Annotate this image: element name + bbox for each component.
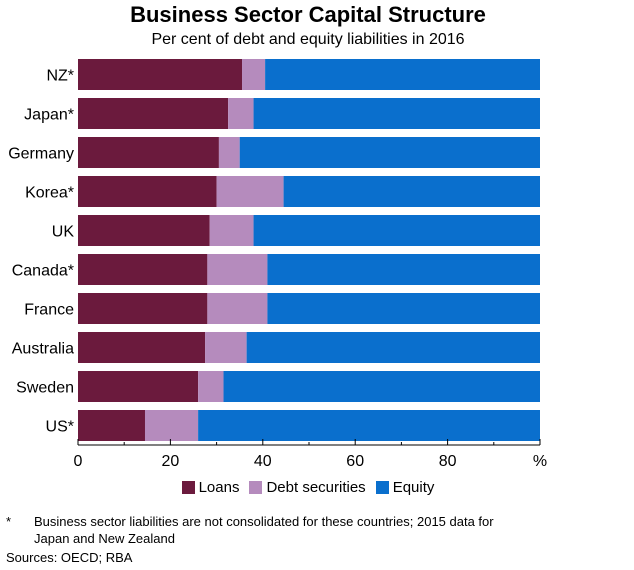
footnote-text: Business sector liabilities are not cons… bbox=[34, 514, 494, 546]
bar-australia-equity bbox=[246, 332, 540, 363]
bar-canada-equity bbox=[267, 254, 540, 285]
x-tick-label-20: 20 bbox=[162, 453, 180, 470]
y-tick-label-sweden: Sweden bbox=[16, 380, 74, 397]
legend-swatch-equity bbox=[375, 481, 389, 494]
y-tick-label-australia: Australia bbox=[12, 341, 74, 358]
bar-australia-loans bbox=[78, 332, 206, 363]
bar-nz-equity bbox=[265, 59, 540, 90]
chart-title: Business Sector Capital Structure bbox=[130, 2, 486, 27]
stacked-bar-chart: NZ* Japan* Germany Korea* UK Canada* France Aus… bbox=[8, 59, 547, 470]
bar-germany-equity bbox=[239, 137, 540, 168]
bar-uk-debt-securities bbox=[209, 215, 254, 246]
bar-korea-loans bbox=[78, 176, 217, 207]
bar-uk-equity bbox=[253, 215, 540, 246]
x-tick-label-80: 80 bbox=[439, 453, 457, 470]
legend-swatch-loans bbox=[181, 481, 195, 494]
y-tick-label-germany: Germany bbox=[8, 146, 74, 163]
bar-nz-debt-securities bbox=[242, 59, 266, 90]
sources: Sources: OECD; RBA bbox=[6, 550, 133, 565]
y-tick-label-us: US* bbox=[46, 419, 74, 436]
chart-subtitle: Per cent of debt and equity liabilities … bbox=[151, 31, 465, 48]
bar-australia-debt-securities bbox=[205, 332, 247, 363]
bar-germany-loans bbox=[78, 137, 219, 168]
y-tick-label-uk: UK bbox=[52, 224, 75, 241]
bar-japan-equity bbox=[253, 98, 540, 129]
legend-label-debt-securities: Debt securities bbox=[266, 479, 366, 496]
y-tick-label-japan: Japan* bbox=[24, 107, 74, 124]
bar-france-loans bbox=[78, 293, 208, 324]
bar-us-loans bbox=[78, 410, 145, 441]
legend-label-equity: Equity bbox=[392, 479, 435, 496]
bar-sweden-loans bbox=[78, 371, 199, 402]
legend-item-loans: Loans bbox=[181, 479, 240, 496]
bar-canada-debt-securities bbox=[207, 254, 268, 285]
legend-item-debt-securities: Debt securities bbox=[249, 479, 366, 496]
bar-france-debt-securities bbox=[207, 293, 268, 324]
bar-japan-debt-securities bbox=[228, 98, 254, 129]
bar-canada-loans bbox=[78, 254, 208, 285]
bar-japan-loans bbox=[78, 98, 229, 129]
x-tick-label-60: 60 bbox=[346, 453, 364, 470]
footnote-mark: * bbox=[6, 514, 12, 529]
bar-nz-loans bbox=[78, 59, 243, 90]
y-axis-labels: NZ* Japan* Germany Korea* UK Canada* France Aus… bbox=[8, 68, 74, 436]
legend: Loans Debt securities Equity bbox=[0, 479, 616, 496]
x-tick-label-percent: % bbox=[533, 453, 547, 470]
bar-korea-equity bbox=[283, 176, 540, 207]
legend-item-equity: Equity bbox=[375, 479, 435, 496]
y-tick-label-canada: Canada* bbox=[12, 263, 74, 280]
bar-us-debt-securities bbox=[144, 410, 199, 441]
bar-sweden-debt-securities bbox=[198, 371, 224, 402]
x-tick-label-0: 0 bbox=[74, 453, 83, 470]
bar-us-equity bbox=[198, 410, 540, 441]
legend-swatch-debt-securities bbox=[249, 481, 263, 494]
bar-group bbox=[78, 59, 540, 441]
y-tick-label-korea: Korea* bbox=[25, 185, 74, 202]
bar-sweden-equity bbox=[223, 371, 540, 402]
bar-korea-debt-securities bbox=[216, 176, 284, 207]
y-tick-label-nz: NZ* bbox=[46, 68, 74, 85]
bar-germany-debt-securities bbox=[218, 137, 240, 168]
x-axis: 0 20 40 60 80% bbox=[74, 439, 547, 470]
legend-label-loans: Loans bbox=[198, 479, 240, 496]
bar-uk-loans bbox=[78, 215, 210, 246]
x-tick-label-40: 40 bbox=[254, 453, 272, 470]
bar-france-equity bbox=[267, 293, 540, 324]
y-tick-label-france: France bbox=[24, 302, 74, 319]
